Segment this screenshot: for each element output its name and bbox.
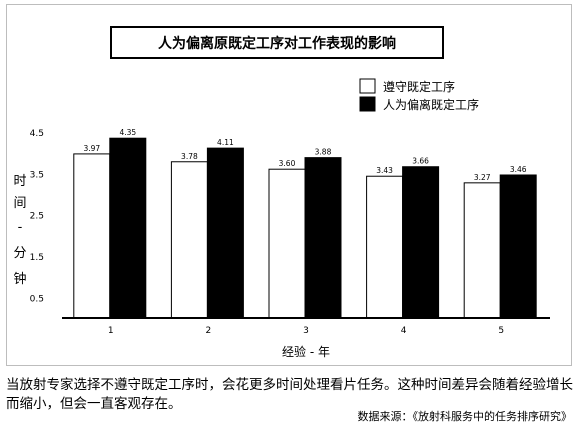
x-tick-label: 1 bbox=[108, 326, 114, 336]
chart-title: 人为偏离原既定工序对工作表现的影响 bbox=[158, 35, 396, 52]
bar-series-2 bbox=[109, 137, 147, 319]
bar-value-label: 3.43 bbox=[376, 166, 393, 175]
x-ticks: 1 2 3 4 5 bbox=[108, 326, 504, 336]
y-axis-label-char: 间 bbox=[13, 196, 26, 211]
y-axis-label: 时间 - 分钟 bbox=[13, 174, 26, 287]
x-tick-label: 3 bbox=[303, 326, 309, 336]
bar-series-2 bbox=[304, 157, 342, 319]
x-tick-label: 5 bbox=[498, 326, 504, 336]
bar-value-label: 4.11 bbox=[217, 138, 234, 147]
source-note: 数据来源：《放射科服务中的任务排序研究》 bbox=[357, 410, 573, 423]
y-tick-label: 4.5 bbox=[30, 129, 44, 139]
y-tick-label: 2.5 bbox=[30, 212, 44, 222]
y-tick-label: 0.5 bbox=[30, 294, 44, 304]
y-ticks: 4.5 3.5 2.5 1.5 0.5 bbox=[30, 129, 44, 304]
legend-swatch-series-1 bbox=[359, 78, 376, 94]
bar-series-1 bbox=[463, 182, 501, 319]
title-box bbox=[110, 26, 444, 59]
bars: 3.97 4.35 3.78 4.11 3.60 3.88 3.43 3.66 3.27 3.46 bbox=[73, 128, 537, 319]
bar-series-1 bbox=[268, 168, 306, 319]
bar-series-1 bbox=[170, 161, 208, 319]
y-axis-label-char: 分 bbox=[13, 246, 26, 261]
bar-value-label: 3.27 bbox=[474, 173, 491, 182]
bar-value-label: 3.88 bbox=[315, 148, 332, 157]
bar-series-2 bbox=[499, 174, 537, 319]
caption: 当放射专家选择不遵守既定工序时，会花更多时间处理看片任务。这种时间差异会随着经验… bbox=[6, 377, 573, 412]
y-tick-label: 3.5 bbox=[30, 170, 44, 180]
bar-series-1 bbox=[366, 175, 404, 319]
y-axis-label-char: - bbox=[18, 220, 23, 235]
bar-series-2 bbox=[402, 166, 440, 319]
legend-swatch-series-2 bbox=[359, 96, 376, 112]
x-axis-label: 经验 - 年 bbox=[282, 344, 330, 359]
y-tick-label: 1.5 bbox=[30, 253, 44, 263]
x-tick-label: 4 bbox=[401, 326, 407, 336]
legend-label-series-2: 人为偏离既定工序 bbox=[383, 97, 479, 112]
bar-value-label: 4.35 bbox=[119, 128, 136, 137]
y-axis-label-char: 钟 bbox=[13, 271, 26, 287]
bar-value-label: 3.46 bbox=[510, 165, 527, 174]
bar-value-label: 3.78 bbox=[181, 152, 198, 161]
bar-value-label: 3.60 bbox=[279, 159, 296, 168]
bar-value-label: 3.66 bbox=[412, 157, 429, 166]
legend-label-series-1: 遵守既定工序 bbox=[383, 79, 455, 94]
bar-value-label: 3.97 bbox=[83, 144, 100, 153]
bar-series-1 bbox=[73, 153, 111, 319]
chart: 人为偏离原既定工序对工作表现的影响 遵守既定工序 人为偏离既定工序 时间-分钟 … bbox=[13, 26, 550, 359]
legend: 遵守既定工序 人为偏离既定工序 bbox=[359, 78, 479, 112]
bar-series-2 bbox=[206, 147, 244, 319]
y-axis-label-char: 时 bbox=[13, 174, 26, 189]
x-tick-label: 2 bbox=[206, 326, 212, 336]
